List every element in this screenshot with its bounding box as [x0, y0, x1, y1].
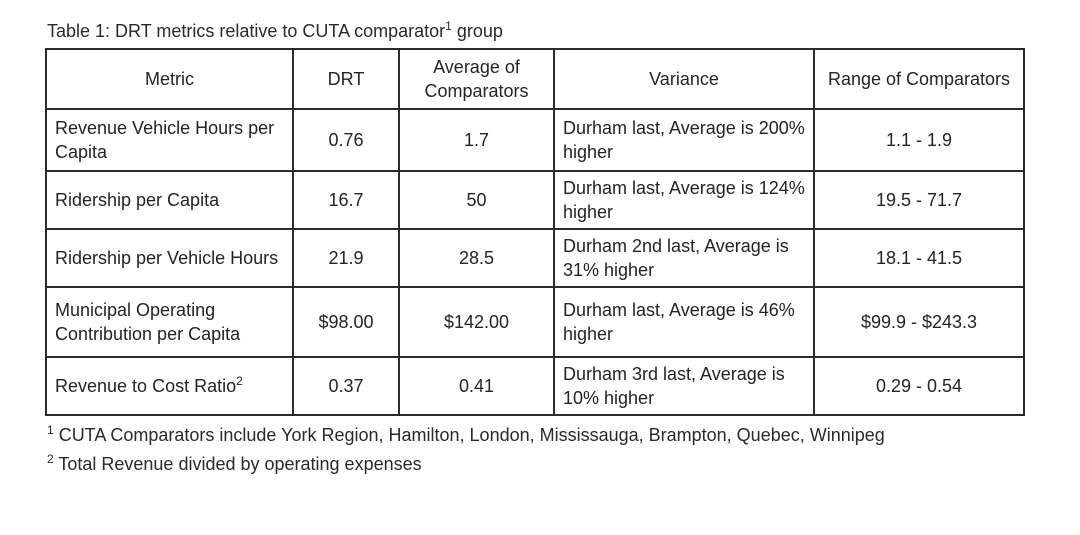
average-value-cell: 1.7	[398, 108, 555, 172]
variance-cell: Durham last, Average is 200% higher	[553, 108, 815, 172]
header-drt: DRT	[292, 48, 400, 110]
metric-cell: Municipal Operating Contribution per Cap…	[45, 286, 294, 358]
footnotes: 1 CUTA Comparators include York Region, …	[47, 422, 977, 478]
range-cell: 18.1 - 41.5	[813, 228, 1025, 288]
header-metric: Metric	[45, 48, 294, 110]
drt-metrics-table: Metric DRT Average of Comparators Varian…	[45, 48, 1025, 416]
table-row-ridership-per-vehicle-hours: Ridership per Vehicle Hours 21.9 28.5 Du…	[45, 228, 1025, 288]
variance-cell: Durham last, Average is 124% higher	[553, 170, 815, 230]
footnote-1: 1 CUTA Comparators include York Region, …	[47, 422, 977, 449]
table-row-municipal-operating-contribution: Municipal Operating Contribution per Cap…	[45, 286, 1025, 358]
variance-cell: Durham last, Average is 46% higher	[553, 286, 815, 358]
range-cell: 1.1 - 1.9	[813, 108, 1025, 172]
table-title: Table 1: DRT metrics relative to CUTA co…	[47, 20, 1035, 42]
drt-value-cell: $98.00	[292, 286, 400, 358]
footnote-1-text: CUTA Comparators include York Region, Ha…	[53, 425, 885, 445]
footnote-1-marker: 1	[47, 423, 54, 437]
variance-cell: Durham 3rd last, Average is 10% higher	[553, 356, 815, 416]
average-value-cell: 0.41	[398, 356, 555, 416]
table-title-footnote-marker: 1	[445, 19, 452, 33]
metric-footnote-marker: 2	[236, 374, 243, 388]
average-value-cell: 50	[398, 170, 555, 230]
range-cell: $99.9 - $243.3	[813, 286, 1025, 358]
footnote-2-text: Total Revenue divided by operating expen…	[53, 454, 422, 474]
table-row-revenue-to-cost-ratio: Revenue to Cost Ratio2 0.37 0.41 Durham …	[45, 356, 1025, 416]
table-header-row: Metric DRT Average of Comparators Varian…	[45, 48, 1025, 110]
drt-value-cell: 21.9	[292, 228, 400, 288]
average-value-cell: 28.5	[398, 228, 555, 288]
header-range-of-comparators: Range of Comparators	[813, 48, 1025, 110]
metric-cell: Revenue Vehicle Hours per Capita	[45, 108, 294, 172]
table-title-suffix: group	[451, 21, 503, 41]
table-figure: Table 1: DRT metrics relative to CUTA co…	[45, 20, 1035, 480]
table-row-ridership-per-capita: Ridership per Capita 16.7 50 Durham last…	[45, 170, 1025, 230]
range-cell: 19.5 - 71.7	[813, 170, 1025, 230]
metric-cell: Revenue to Cost Ratio2	[45, 356, 294, 416]
drt-value-cell: 0.76	[292, 108, 400, 172]
range-cell: 0.29 - 0.54	[813, 356, 1025, 416]
variance-cell: Durham 2nd last, Average is 31% higher	[553, 228, 815, 288]
drt-value-cell: 16.7	[292, 170, 400, 230]
metric-cell: Ridership per Vehicle Hours	[45, 228, 294, 288]
metric-cell: Ridership per Capita	[45, 170, 294, 230]
table-row-revenue-vehicle-hours: Revenue Vehicle Hours per Capita 0.76 1.…	[45, 108, 1025, 172]
footnote-2-marker: 2	[47, 452, 54, 466]
drt-value-cell: 0.37	[292, 356, 400, 416]
table-title-text: Table 1: DRT metrics relative to CUTA co…	[47, 21, 446, 41]
header-average-of-comparators: Average of Comparators	[398, 48, 555, 110]
header-variance: Variance	[553, 48, 815, 110]
metric-text: Revenue to Cost Ratio	[55, 376, 237, 396]
footnote-2: 2 Total Revenue divided by operating exp…	[47, 451, 977, 478]
average-value-cell: $142.00	[398, 286, 555, 358]
